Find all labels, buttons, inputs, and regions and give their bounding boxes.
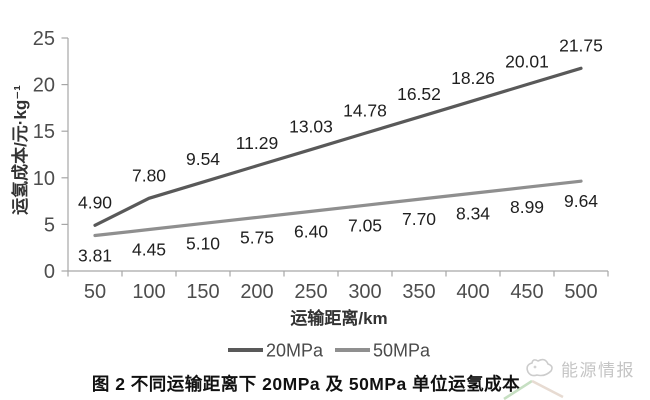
data-label-50MPa: 6.40 xyxy=(294,221,328,241)
data-label-50MPa: 8.99 xyxy=(510,197,544,217)
data-label-50MPa: 5.75 xyxy=(240,227,274,247)
data-label-20MPa: 4.90 xyxy=(78,192,112,212)
legend-label-20MPa: 20MPa xyxy=(266,341,324,361)
data-label-20MPa: 16.52 xyxy=(397,84,441,104)
series-line-20MPa xyxy=(93,66,583,227)
x-tick-label: 200 xyxy=(240,281,273,303)
x-tick-label: 100 xyxy=(132,281,165,303)
x-tick-label: 500 xyxy=(564,281,597,303)
chart-plot-area: 0 5 10 15 20 25 50 100 150 200 250 300 350 400 450 500 4… xyxy=(33,28,609,361)
figure-caption: 图 2 不同运输距离下 20MPa 及 50MPa 单位运氢成本 xyxy=(91,374,521,394)
y-tick-label: 15 xyxy=(33,121,55,143)
data-label-20MPa: 13.03 xyxy=(289,117,333,137)
legend-label-50MPa: 50MPa xyxy=(373,341,431,361)
x-tick-label: 150 xyxy=(186,281,219,303)
data-label-50MPa: 4.45 xyxy=(132,240,166,260)
y-tick-label: 20 xyxy=(33,75,55,97)
y-tick-label: 25 xyxy=(33,28,55,50)
decorative-chevron-icon xyxy=(503,379,564,400)
y-tick-label: 0 xyxy=(44,261,55,283)
data-label-50MPa: 7.70 xyxy=(402,209,436,229)
watermark-logo-icon xyxy=(526,358,553,377)
y-axis-title: 运氢成本/元·kg⁻¹ xyxy=(10,85,30,215)
data-label-20MPa: 20.01 xyxy=(505,52,549,72)
watermark: 能源情报 xyxy=(524,355,635,381)
data-label-50MPa: 9.64 xyxy=(564,191,598,211)
data-label-50MPa: 8.34 xyxy=(456,203,490,223)
x-tick-label: 350 xyxy=(402,281,435,303)
series-line-50MPa xyxy=(93,179,583,238)
data-label-50MPa: 5.10 xyxy=(186,233,220,253)
data-label-50MPa: 3.81 xyxy=(78,245,112,265)
watermark-text: 能源情报 xyxy=(561,360,635,380)
data-label-20MPa: 9.54 xyxy=(186,149,220,169)
line-chart: 0 5 10 15 20 25 50 100 150 200 250 300 350 400 450 500 4… xyxy=(10,28,609,361)
x-axis-title: 运输距离/km xyxy=(290,308,387,328)
y-tick-label: 10 xyxy=(33,168,55,190)
data-label-20MPa: 7.80 xyxy=(132,165,166,185)
data-label-20MPa: 14.78 xyxy=(343,100,387,120)
data-label-20MPa: 18.26 xyxy=(451,68,495,88)
x-tick-label: 400 xyxy=(456,281,489,303)
x-tick-label: 250 xyxy=(294,281,327,303)
y-tick-label: 5 xyxy=(44,214,55,236)
data-label-20MPa: 21.75 xyxy=(559,35,603,55)
x-tick-label: 50 xyxy=(84,281,106,303)
data-label-50MPa: 7.05 xyxy=(348,215,382,235)
data-label-20MPa: 11.29 xyxy=(236,133,279,153)
x-tick-label: 450 xyxy=(510,281,543,303)
x-tick-label: 300 xyxy=(348,281,381,303)
